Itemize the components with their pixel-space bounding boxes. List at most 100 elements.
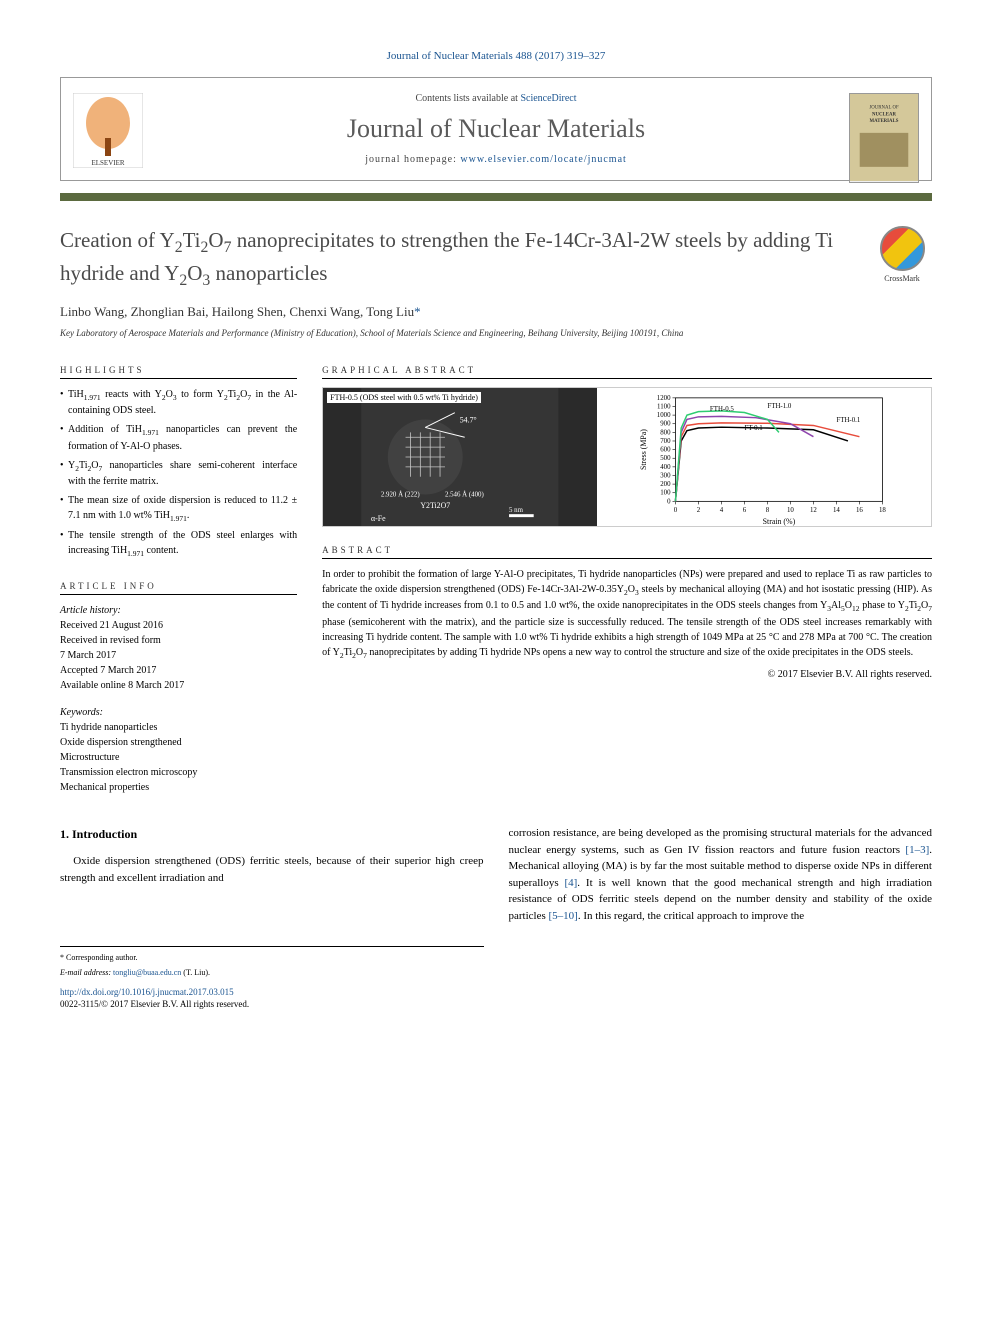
issn-line: 0022-3115/© 2017 Elsevier B.V. All right…	[60, 998, 484, 1011]
svg-text:FTH-1.0: FTH-1.0	[767, 403, 791, 410]
email-suffix: (T. Liu).	[181, 968, 210, 977]
history-line: Received in revised form	[60, 633, 297, 648]
affiliation: Key Laboratory of Aerospace Materials an…	[60, 328, 932, 340]
corr-marker: *	[414, 304, 421, 319]
svg-text:FTH-0.1: FTH-0.1	[836, 417, 860, 424]
svg-text:ELSEVIER: ELSEVIER	[91, 159, 124, 167]
graphical-abstract-figure: FTH-0.5 (ODS steel with 0.5 wt% Ti hydri…	[322, 387, 932, 527]
svg-text:14: 14	[833, 507, 840, 514]
footnote-section: * Corresponding author. E-mail address: …	[60, 946, 484, 1011]
scidirect-prefix: Contents lists available at	[415, 93, 520, 104]
keywords-label: Keywords:	[60, 705, 297, 720]
svg-text:FT-0.1: FT-0.1	[744, 425, 763, 432]
article-info-label: ARTICLE INFO	[60, 581, 297, 595]
abstract-copyright: © 2017 Elsevier B.V. All rights reserved…	[322, 669, 932, 680]
svg-text:4: 4	[719, 507, 723, 514]
svg-text:16: 16	[856, 507, 863, 514]
crossmark-icon	[880, 226, 925, 271]
highlight-item: The tensile strength of the ODS steel en…	[60, 528, 297, 559]
email-link[interactable]: tongliu@buaa.edu.cn	[113, 968, 181, 977]
keyword-item: Ti hydride nanoparticles	[60, 720, 297, 735]
graphical-abstract-label: GRAPHICAL ABSTRACT	[322, 365, 932, 379]
svg-text:18: 18	[879, 507, 886, 514]
svg-text:600: 600	[660, 447, 671, 454]
article-page: Journal of Nuclear Materials 488 (2017) …	[0, 0, 992, 1061]
article-history-label: Article history:	[60, 603, 297, 618]
elsevier-logo: ELSEVIER	[73, 93, 143, 168]
svg-text:MATERIALS: MATERIALS	[870, 119, 899, 124]
svg-text:NUCLEAR: NUCLEAR	[872, 112, 896, 117]
ref-link-4[interactable]: [4]	[564, 877, 577, 889]
svg-text:1200: 1200	[656, 395, 670, 402]
body-col-left: 1. Introduction Oxide dispersion strengt…	[60, 825, 484, 1011]
svg-text:2: 2	[696, 507, 700, 514]
svg-text:Stress (MPa): Stress (MPa)	[639, 429, 648, 470]
abstract-text: In order to prohibit the formation of la…	[322, 567, 932, 661]
ga-d1-text: 2.920 Å (222)	[381, 491, 420, 499]
article-title: Creation of Y2Ti2O7 nanoprecipitates to …	[60, 226, 932, 292]
journal-cover-thumb: JOURNAL OF NUCLEAR MATERIALS	[849, 93, 919, 183]
scidirect-line: Contents lists available at ScienceDirec…	[61, 93, 931, 104]
svg-text:100: 100	[660, 490, 671, 497]
keyword-item: Mechanical properties	[60, 780, 297, 795]
ga-tem-label: FTH-0.5 (ODS steel with 0.5 wt% Ti hydri…	[327, 392, 481, 403]
divider-bar	[60, 193, 932, 201]
svg-text:300: 300	[660, 473, 671, 480]
svg-text:700: 700	[660, 438, 671, 445]
intro-p2-pre: corrosion resistance, are being develope…	[509, 827, 933, 856]
ref-link-1-3[interactable]: [1–3]	[905, 844, 929, 856]
history-line: Available online 8 March 2017	[60, 678, 297, 693]
ga-scale-text: 5 nm	[509, 507, 524, 514]
svg-text:900: 900	[660, 421, 671, 428]
highlights-list: TiH1.971 reacts with Y2O3 to form Y2Ti2O…	[60, 387, 297, 559]
left-info-column: HIGHLIGHTS TiH1.971 reacts with Y2O3 to …	[60, 365, 297, 795]
history-line: 7 March 2017	[60, 648, 297, 663]
highlight-item: TiH1.971 reacts with Y2O3 to form Y2Ti2O…	[60, 387, 297, 418]
highlight-item: The mean size of oxide dispersion is red…	[60, 493, 297, 524]
right-abstract-column: GRAPHICAL ABSTRACT FTH-0.5 (ODS steel wi…	[322, 365, 932, 795]
crossmark-label: CrossMark	[872, 274, 932, 283]
svg-text:800: 800	[660, 429, 671, 436]
homepage-link[interactable]: www.elsevier.com/locate/jnucmat	[460, 154, 626, 165]
ga-tem-image: FTH-0.5 (ODS steel with 0.5 wt% Ti hydri…	[323, 388, 597, 526]
article-header: CrossMark Creation of Y2Ti2O7 nanoprecip…	[60, 226, 932, 340]
scidirect-link[interactable]: ScienceDirect	[520, 93, 576, 104]
intro-heading: 1. Introduction	[60, 825, 484, 843]
body-columns: 1. Introduction Oxide dispersion strengt…	[60, 825, 932, 1011]
svg-text:0: 0	[667, 498, 671, 505]
journal-name: Journal of Nuclear Materials	[61, 114, 931, 144]
corr-author-footnote: * Corresponding author.	[60, 952, 484, 963]
intro-para-2: corrosion resistance, are being develope…	[509, 825, 933, 924]
svg-text:200: 200	[660, 481, 671, 488]
intro-p2-end: . In this regard, the critical approach …	[578, 910, 804, 922]
authors-list: Linbo Wang, Zhonglian Bai, Hailong Shen,…	[60, 304, 932, 320]
highlights-label: HIGHLIGHTS	[60, 365, 297, 379]
svg-text:Strain (%): Strain (%)	[762, 517, 795, 526]
svg-text:8: 8	[765, 507, 769, 514]
doi-link[interactable]: http://dx.doi.org/10.1016/j.jnucmat.2017…	[60, 987, 234, 997]
ref-link-5-10[interactable]: [5–10]	[549, 910, 578, 922]
svg-text:10: 10	[787, 507, 794, 514]
ga-matrix-text: α-Fe	[371, 514, 386, 523]
keyword-item: Oxide dispersion strengthened	[60, 735, 297, 750]
homepage-prefix: journal homepage:	[365, 154, 460, 165]
info-abstract-row: HIGHLIGHTS TiH1.971 reacts with Y2O3 to …	[60, 365, 932, 795]
article-info-block: Article history: Received 21 August 2016…	[60, 603, 297, 693]
authors-names: Linbo Wang, Zhonglian Bai, Hailong Shen,…	[60, 304, 414, 319]
intro-para-1: Oxide dispersion strengthened (ODS) ferr…	[60, 853, 484, 886]
svg-text:12: 12	[810, 507, 817, 514]
body-col-right: corrosion resistance, are being develope…	[509, 825, 933, 1011]
keyword-item: Transmission electron microscopy	[60, 765, 297, 780]
svg-text:1100: 1100	[657, 404, 671, 411]
svg-text:500: 500	[660, 455, 671, 462]
crossmark-badge[interactable]: CrossMark	[872, 226, 932, 286]
ga-angle-text: 54.7°	[460, 416, 477, 425]
svg-text:400: 400	[660, 464, 671, 471]
journal-header-box: ELSEVIER JOURNAL OF NUCLEAR MATERIALS Co…	[60, 77, 932, 181]
elsevier-tree-icon: ELSEVIER	[73, 93, 143, 168]
history-line: Accepted 7 March 2017	[60, 663, 297, 678]
svg-text:1000: 1000	[656, 412, 670, 419]
keywords-block: Keywords: Ti hydride nanoparticlesOxide …	[60, 705, 297, 795]
ga-d2-text: 2.546 Å (400)	[445, 491, 484, 499]
ga-stress-strain-chart: 0100 200300 400 500600 700 800900 10001100 1200…	[597, 388, 931, 526]
